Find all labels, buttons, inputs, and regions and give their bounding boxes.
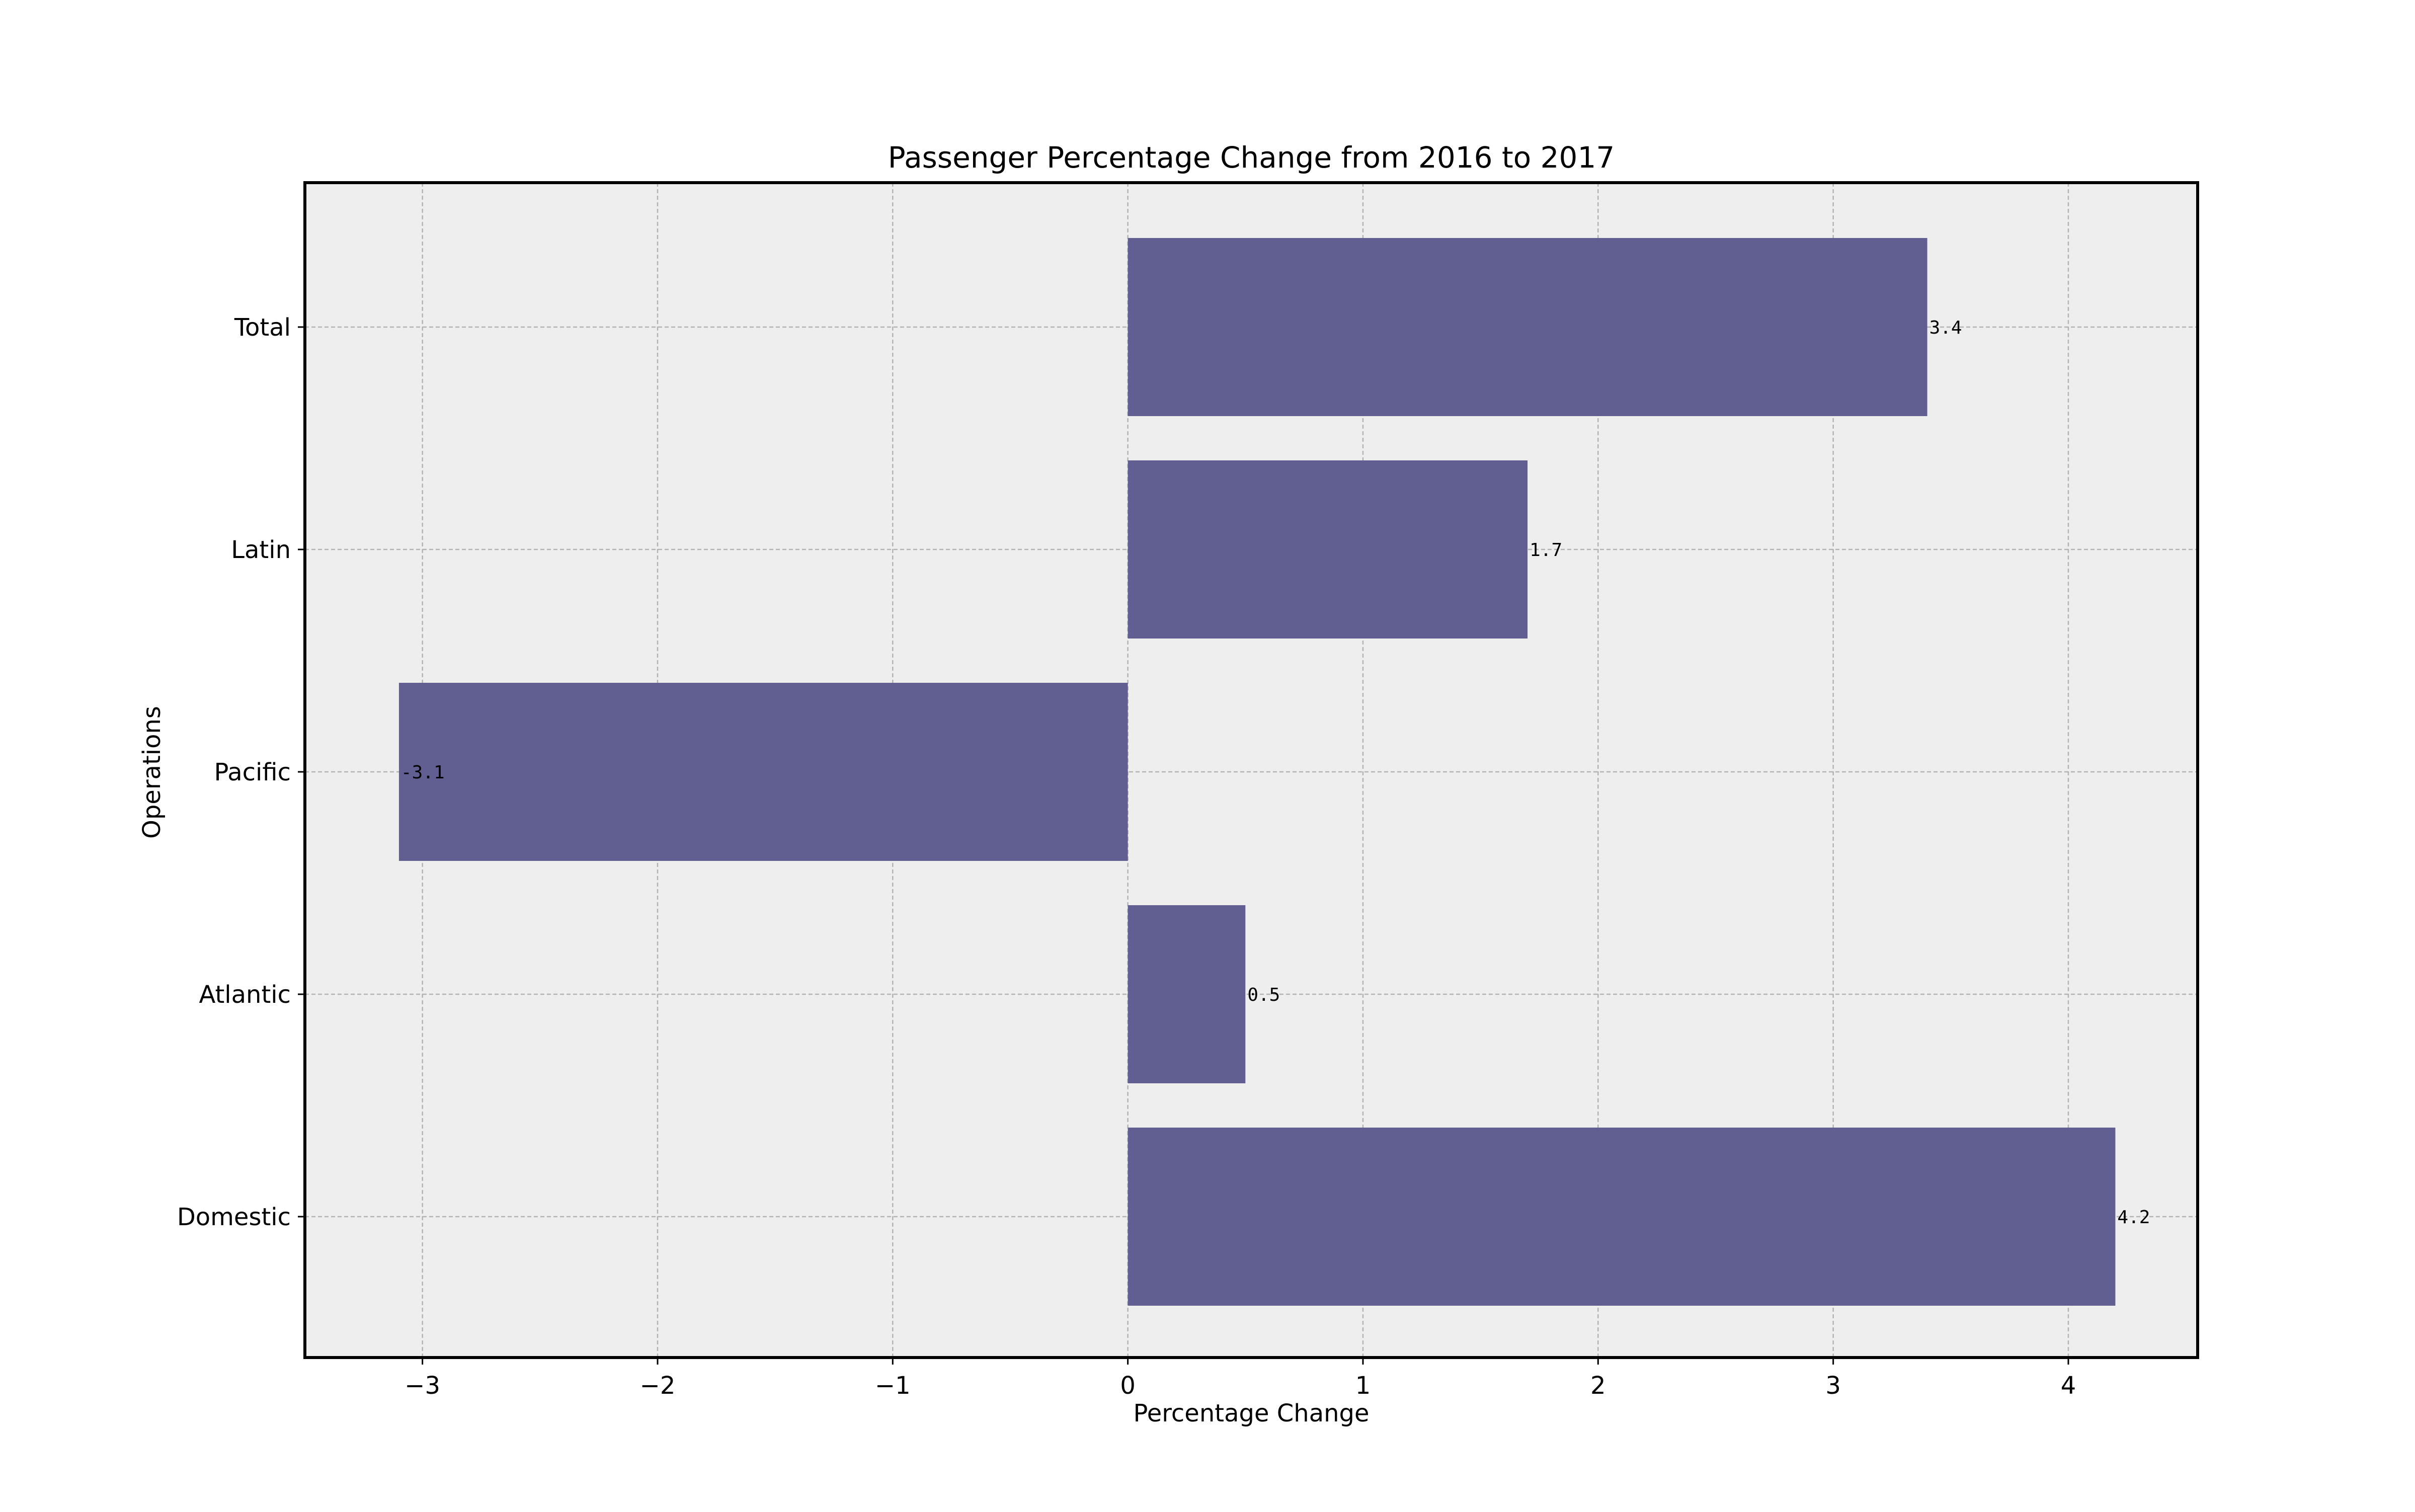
- bar-total: [1128, 238, 1927, 416]
- value-labels: 4.2 0.5 -3.1 1.7 3.4: [401, 317, 2150, 1228]
- y-axis-label: Operations: [138, 706, 166, 839]
- x-tick-label: −3: [405, 1372, 440, 1400]
- bar-pacific: [398, 683, 1128, 861]
- value-label-pacific: -3.1: [401, 762, 445, 783]
- bar-latin: [1128, 460, 1528, 639]
- value-label-total: 3.4: [1929, 317, 1962, 338]
- value-label-domestic: 4.2: [2117, 1207, 2150, 1228]
- y-tick-label: Total: [234, 313, 291, 342]
- x-axis-ticks: −3 −2 −1 0 1 2 3 4: [405, 1358, 2076, 1400]
- x-tick-label: 3: [1825, 1372, 1841, 1400]
- y-tick-label: Pacific: [214, 758, 291, 786]
- x-tick-label: −2: [640, 1372, 676, 1400]
- plot-frame: [303, 181, 2199, 1359]
- y-axis-ticks: Domestic Atlantic Pacific Latin Total: [177, 313, 305, 1231]
- x-tick-label: 4: [2061, 1372, 2076, 1400]
- x-axis-label: Percentage Change: [1133, 1399, 1369, 1427]
- y-tick-label: Domestic: [177, 1203, 291, 1231]
- value-label-atlantic: 0.5: [1247, 985, 1280, 1005]
- value-label-latin: 1.7: [1530, 540, 1562, 561]
- chart-title: Passenger Percentage Change from 2016 to…: [888, 140, 1615, 175]
- x-tick-label: −1: [875, 1372, 911, 1400]
- bar-atlantic: [1128, 905, 1246, 1083]
- x-tick-label: 0: [1120, 1372, 1136, 1400]
- x-tick-label: 1: [1355, 1372, 1371, 1400]
- y-tick-label: Latin: [231, 536, 291, 564]
- y-tick-label: Atlantic: [199, 981, 291, 1009]
- bar-domestic: [1128, 1128, 2116, 1306]
- bars: [398, 238, 2116, 1306]
- x-tick-label: 2: [1590, 1372, 1606, 1400]
